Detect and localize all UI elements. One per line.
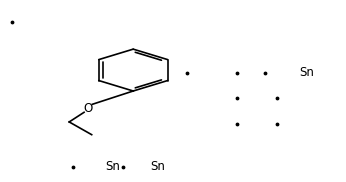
Text: O: O	[84, 102, 93, 115]
Text: Sn: Sn	[299, 66, 314, 79]
Text: Sn: Sn	[106, 160, 120, 173]
Text: Sn: Sn	[151, 160, 165, 173]
